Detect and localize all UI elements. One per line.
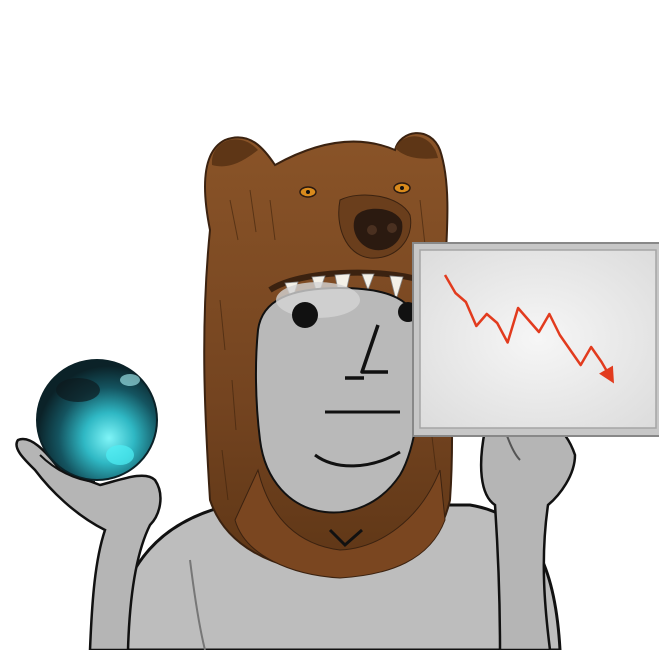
trend-arrowhead <box>599 365 615 384</box>
left-hand <box>15 437 162 650</box>
trend-line <box>443 274 614 381</box>
npc-face-icon <box>234 282 446 579</box>
down-trend-chart-icon <box>412 242 659 437</box>
crystal-ball-icon <box>36 359 158 481</box>
